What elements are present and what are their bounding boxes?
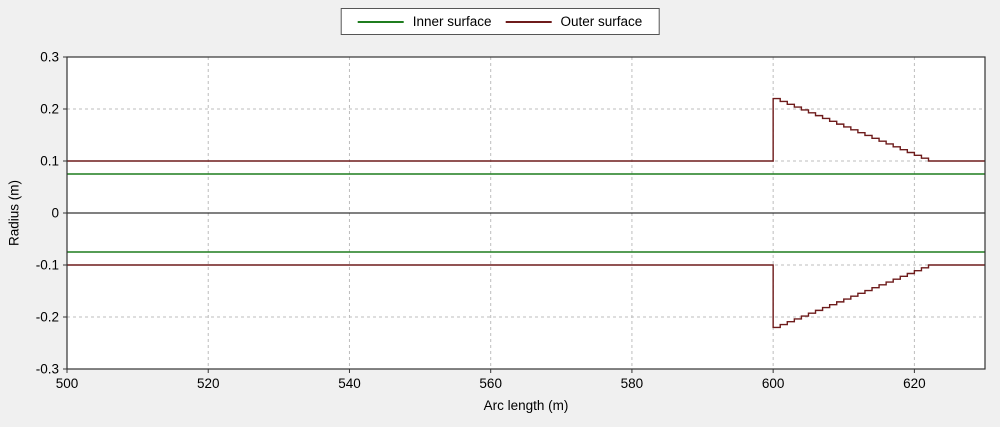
x-tick-label: 560 — [479, 376, 502, 391]
y-tick-label: -0.3 — [36, 362, 59, 377]
x-tick-label: 500 — [56, 376, 79, 391]
legend-item-inner-surface: Inner surface — [357, 14, 492, 29]
legend-item-outer-surface: Outer surface — [505, 14, 643, 29]
x-tick-label: 540 — [338, 376, 361, 391]
x-tick-label: 580 — [621, 376, 644, 391]
x-tick-label: 620 — [903, 376, 926, 391]
series-line-outer-surface — [67, 97, 985, 162]
y-tick-label: 0.3 — [40, 50, 59, 65]
x-axis-label: Arc length (m) — [483, 398, 569, 413]
y-axis-label: Radius (m) — [6, 179, 22, 247]
legend-label-inner-surface: Inner surface — [412, 14, 492, 29]
series-line-outer-surface — [67, 264, 985, 329]
x-tick-label: 600 — [762, 376, 785, 391]
legend: Inner surface Outer surface — [340, 8, 660, 35]
x-tick-label: 520 — [197, 376, 220, 391]
y-tick-label: 0.2 — [40, 102, 59, 117]
legend-label-outer-surface: Outer surface — [560, 14, 643, 29]
inner-surface-line-swatch-icon — [357, 20, 404, 23]
y-tick-label: -0.2 — [36, 310, 59, 325]
outer-surface-line-swatch-icon — [505, 20, 552, 23]
y-tick-label: 0.1 — [40, 154, 59, 169]
y-tick-label: 0 — [51, 206, 59, 221]
y-tick-label: -0.1 — [36, 258, 59, 273]
